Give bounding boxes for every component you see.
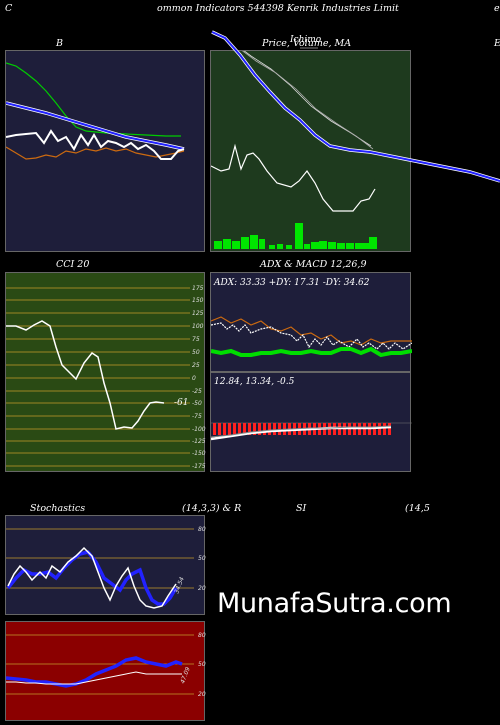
header-right-letter: e (494, 3, 500, 14)
cci-panel: 175 150 125 100 75 50 25 0 -25 -50 -75 -100 -125 -150… (5, 272, 206, 472)
stochastics-panel: 80 50 20 34.54 (5, 515, 206, 615)
cci-line (6, 320, 165, 430)
cci-tick-label: 175 (192, 285, 204, 292)
rsi-tick-80: 80 (198, 632, 206, 639)
price-panel (210, 50, 411, 252)
stoch-tick-20: 20 (198, 585, 206, 592)
volume-bars (214, 223, 377, 249)
macd-histogram-bar (388, 423, 391, 435)
ichimoku-overlay-label: Ichimo (290, 35, 322, 45)
cci-label: CCI 20 (56, 259, 90, 270)
rsi-blue-line (6, 656, 183, 688)
price-right-letter: E (494, 38, 500, 49)
stochastics-chart: 80 50 20 34.54 (6, 526, 206, 609)
cci-tick-label: -75 (192, 413, 202, 420)
adx-macd-label: ADX & MACD 12,26,9 (260, 259, 367, 270)
bollinger-middle-band-inner (6, 102, 185, 150)
cci-tick-label: 75 (192, 336, 200, 343)
rsi-params: (14,5 (405, 503, 430, 514)
cci-tick-label: 125 (192, 310, 204, 317)
rsi-tick-20: 20 (198, 691, 206, 698)
rsi-tick-50: 50 (198, 661, 206, 668)
watermark: MunafaSutra.com (217, 588, 452, 619)
cci-tick-label: 50 (192, 349, 200, 356)
cci-tick-label: -175 (192, 463, 206, 470)
macd-line (211, 425, 392, 438)
macd-histogram-bar (258, 423, 261, 435)
macd-histogram-bar (228, 423, 231, 435)
price-label: Price, Volume, MA (262, 38, 352, 49)
cci-tick-label: 100 (192, 323, 204, 330)
ichimoku-line-2 (242, 51, 374, 150)
bollinger-lower-band (6, 146, 185, 160)
macd-histogram-bar (243, 423, 246, 435)
bollinger-panel (5, 50, 205, 252)
rsi-value-label: 47.09 (179, 666, 192, 685)
cci-tick-label: 25 (192, 362, 200, 369)
price-chart (211, 51, 377, 249)
macd-histogram-bar (223, 423, 226, 435)
macd-histogram-bar (383, 423, 386, 435)
cci-gridlines (6, 287, 190, 467)
cci-tick-label: -50 (192, 400, 202, 407)
rsi-panel: 80 50 20 47.09 (5, 621, 206, 721)
cci-value-label: -61 (174, 398, 189, 408)
macd-signal-line (211, 425, 392, 441)
macd-histogram-bar (273, 423, 276, 435)
macd-histogram-bar (238, 423, 241, 435)
stochastics-k-line (7, 546, 177, 609)
stochastics-label: Stochastics (30, 503, 86, 514)
adx-reading: ADX: 33.33 +DY: 17.31 -DY: 34.62 (213, 278, 370, 288)
bollinger-chart (6, 62, 185, 160)
cci-tick-label: -100 (192, 426, 206, 433)
cci-tick-label: -125 (192, 438, 206, 445)
adx-line-white (211, 322, 412, 350)
macd-histogram-bar (278, 423, 281, 435)
cci-tick-label: -25 (192, 388, 202, 395)
macd-histogram-bar (263, 423, 266, 435)
stochastics-params: (14,3,3) & R (182, 503, 242, 514)
adx-plus-di-line (211, 346, 412, 358)
macd-histogram-bar (218, 423, 221, 435)
macd-histogram-bar (233, 423, 236, 435)
page-title: ommon Indicators 544398 Kenrik Industrie… (157, 3, 399, 14)
bollinger-price-line (6, 129, 185, 160)
stochastics-value-label: 34.54 (173, 576, 186, 595)
rsi-label: SI (296, 503, 307, 514)
price-line (211, 143, 376, 212)
adx-minus-di-line (211, 316, 412, 346)
stoch-tick-50: 50 (198, 555, 206, 562)
header-left-letter: C (5, 3, 13, 14)
ichimoku-line-1 (243, 51, 372, 147)
rsi-chart: 80 50 20 47.09 (6, 632, 206, 698)
cci-tick-label: 0 (192, 375, 196, 382)
macd-histogram-bar (248, 423, 251, 435)
cci-tick-label: -150 (192, 450, 206, 457)
cci-tick-labels: 175 150 125 100 75 50 25 0 -25 -50 -75 -100 -125 -150… (192, 285, 206, 470)
moving-average-line-inner (211, 31, 500, 182)
macd-histogram-bar (213, 423, 216, 435)
moving-average-line (211, 30, 500, 183)
macd-histogram-bar (253, 423, 256, 435)
moving-average-overlay (211, 30, 500, 183)
adx-panel: ADX: 33.33 +DY: 17.31 -DY: 34.62 (210, 272, 412, 372)
macd-histogram-bar (268, 423, 271, 435)
macd-histogram-bar (378, 423, 381, 435)
macd-panel: 12.84, 13.34, -0.5 (210, 372, 412, 472)
stoch-tick-80: 80 (198, 526, 206, 533)
adx-chart: ADX: 33.33 +DY: 17.31 -DY: 34.62 (211, 278, 412, 358)
rsi-white-line (6, 671, 182, 685)
cci-chart: 175 150 125 100 75 50 25 0 -25 -50 -75 -100 -125 -150… (6, 285, 206, 470)
bollinger-label: B (56, 38, 63, 49)
cci-tick-label: 150 (192, 297, 204, 304)
macd-chart: 12.84, 13.34, -0.5 (211, 377, 412, 441)
macd-reading: 12.84, 13.34, -0.5 (214, 377, 295, 387)
